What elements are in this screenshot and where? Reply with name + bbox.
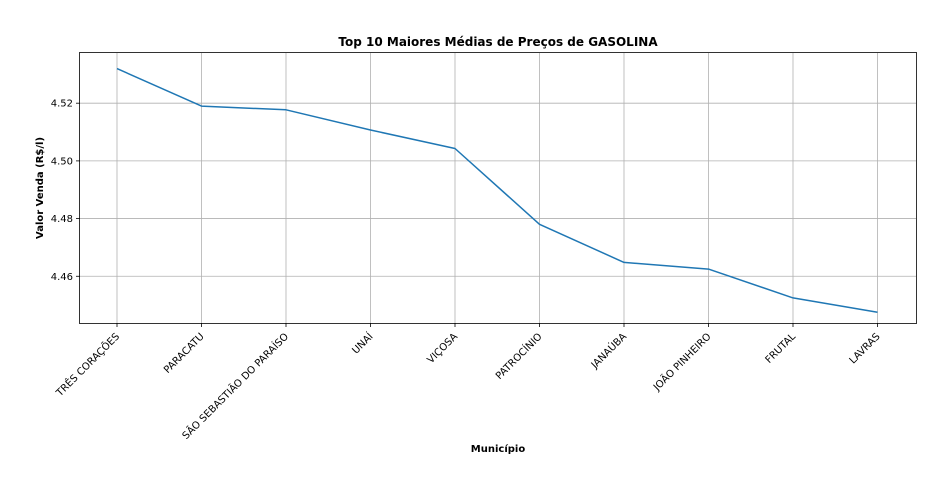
series-layer (116, 67, 878, 314)
x-tick-label: JANAÚBA (587, 330, 629, 372)
series-line (116, 67, 878, 314)
x-tick-label: FRUTAL (764, 331, 799, 366)
x-tick-label: TRÊS CORAÇÕES (52, 330, 122, 400)
y-axis-label: Valor Venda (R$/l) (35, 137, 46, 239)
x-tick-label: LAVRAS (848, 331, 883, 366)
y-tick-label: 4.48 (51, 214, 73, 225)
x-tick-label: JOÃO PINHEIRO (650, 330, 714, 394)
y-tick-label: 4.50 (51, 156, 73, 167)
x-tick-label: UNAÍ (349, 330, 376, 357)
y-tick-label: 4.46 (51, 272, 73, 283)
plot-area-frame (79, 52, 917, 324)
x-axis-label: Município (471, 443, 526, 455)
x-tick-label: PATROCÍNIO (493, 330, 545, 382)
x-tick-label: PARACATU (162, 331, 206, 375)
y-tick-label: 4.52 (51, 99, 73, 110)
x-tick-label: VIÇOSA (425, 331, 460, 366)
chart-title: Top 10 Maiores Médias de Preços de GASOL… (338, 35, 658, 49)
grid-layer (80, 53, 916, 323)
